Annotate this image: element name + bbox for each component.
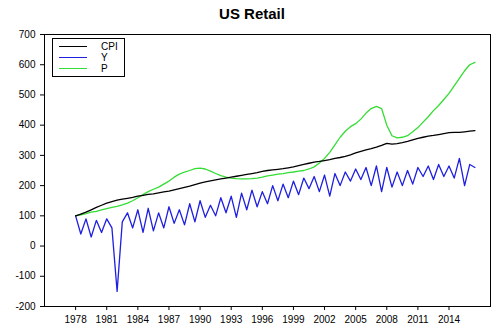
svg-text:2011: 2011 bbox=[407, 314, 429, 325]
svg-text:700: 700 bbox=[19, 29, 36, 40]
svg-text:1993: 1993 bbox=[220, 314, 243, 325]
svg-text:100: 100 bbox=[19, 210, 36, 221]
svg-text:2002: 2002 bbox=[313, 314, 336, 325]
svg-text:1987: 1987 bbox=[158, 314, 181, 325]
svg-text:1978: 1978 bbox=[64, 314, 87, 325]
svg-text:2008: 2008 bbox=[376, 314, 399, 325]
svg-text:0: 0 bbox=[30, 240, 36, 251]
svg-text:300: 300 bbox=[19, 150, 36, 161]
svg-text:500: 500 bbox=[19, 89, 36, 100]
svg-text:200: 200 bbox=[19, 180, 36, 191]
svg-text:1984: 1984 bbox=[127, 314, 150, 325]
svg-text:1990: 1990 bbox=[189, 314, 212, 325]
svg-text:600: 600 bbox=[19, 59, 36, 70]
html-text:Y: Y bbox=[101, 52, 108, 63]
svg-text:2014: 2014 bbox=[438, 314, 461, 325]
svg-text:-100: -100 bbox=[15, 270, 35, 281]
svg-text:2005: 2005 bbox=[345, 314, 368, 325]
svg-text:-200: -200 bbox=[15, 301, 35, 312]
html-text:CPI: CPI bbox=[101, 41, 118, 52]
svg-text:1981: 1981 bbox=[96, 314, 119, 325]
svg-text:1996: 1996 bbox=[251, 314, 274, 325]
html-text:US Retail: US Retail bbox=[219, 5, 285, 22]
svg-text:400: 400 bbox=[19, 119, 36, 130]
html-text:P: P bbox=[101, 63, 108, 74]
svg-text:1999: 1999 bbox=[282, 314, 305, 325]
